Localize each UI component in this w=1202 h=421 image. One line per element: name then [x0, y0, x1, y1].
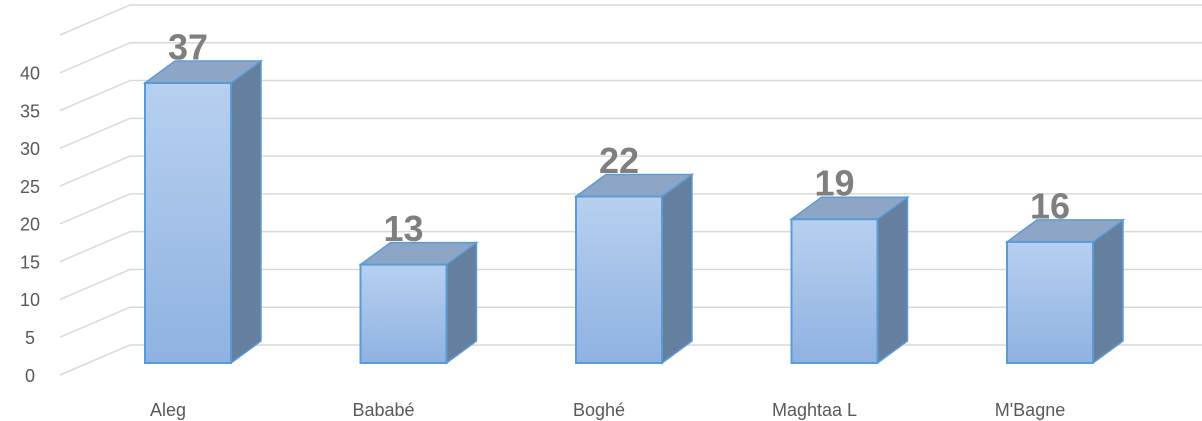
- data-label: 22: [599, 140, 639, 181]
- y-tick-label: 10: [20, 290, 40, 310]
- bar-front: [575, 195, 663, 364]
- bar-side: [661, 173, 693, 365]
- grid-line-diagonal: [59, 344, 131, 376]
- x-tick-label: Aleg: [150, 400, 186, 420]
- x-tick-label: Bababé: [352, 400, 414, 420]
- bar: [1004, 218, 1126, 365]
- bar: [789, 195, 910, 365]
- bar-front: [790, 218, 879, 364]
- y-tick-label: 20: [20, 215, 40, 235]
- y-tick-label: 35: [20, 101, 40, 121]
- grid-line-diagonal: [59, 117, 131, 150]
- data-label: 16: [1030, 185, 1070, 226]
- y-tick-label: 25: [20, 177, 40, 197]
- y-tick-label: 40: [20, 64, 40, 84]
- grid-line-diagonal: [59, 42, 131, 74]
- x-tick-label: Maghtaa L: [772, 400, 857, 420]
- grid-line-diagonal: [59, 268, 131, 301]
- y-tick-label: 0: [25, 366, 35, 386]
- y-tick-label: 15: [20, 252, 40, 272]
- bar: [573, 173, 695, 365]
- bar: [142, 59, 264, 365]
- grid-line-diagonal: [59, 155, 131, 187]
- bar-side: [230, 59, 262, 365]
- y-tick-label: 30: [20, 139, 40, 159]
- bar-front: [144, 82, 232, 364]
- bar-front: [359, 263, 448, 364]
- x-tick-label: M'Bagne: [995, 400, 1065, 420]
- bar-side: [1092, 218, 1124, 365]
- x-tick-label: Boghé: [573, 400, 625, 420]
- y-tick-label: 5: [25, 328, 35, 348]
- grid-line-diagonal: [59, 79, 131, 112]
- data-label: 13: [383, 208, 423, 249]
- grid-line-diagonal: [59, 4, 131, 36]
- grid-line-diagonal: [59, 306, 131, 338]
- grid-line-diagonal: [59, 193, 131, 225]
- grid-line-diagonal: [59, 230, 131, 263]
- bar-front: [1006, 240, 1094, 364]
- bar: [358, 241, 479, 365]
- data-label: 19: [814, 163, 854, 204]
- data-label: 37: [168, 27, 208, 68]
- bar-side: [876, 195, 909, 365]
